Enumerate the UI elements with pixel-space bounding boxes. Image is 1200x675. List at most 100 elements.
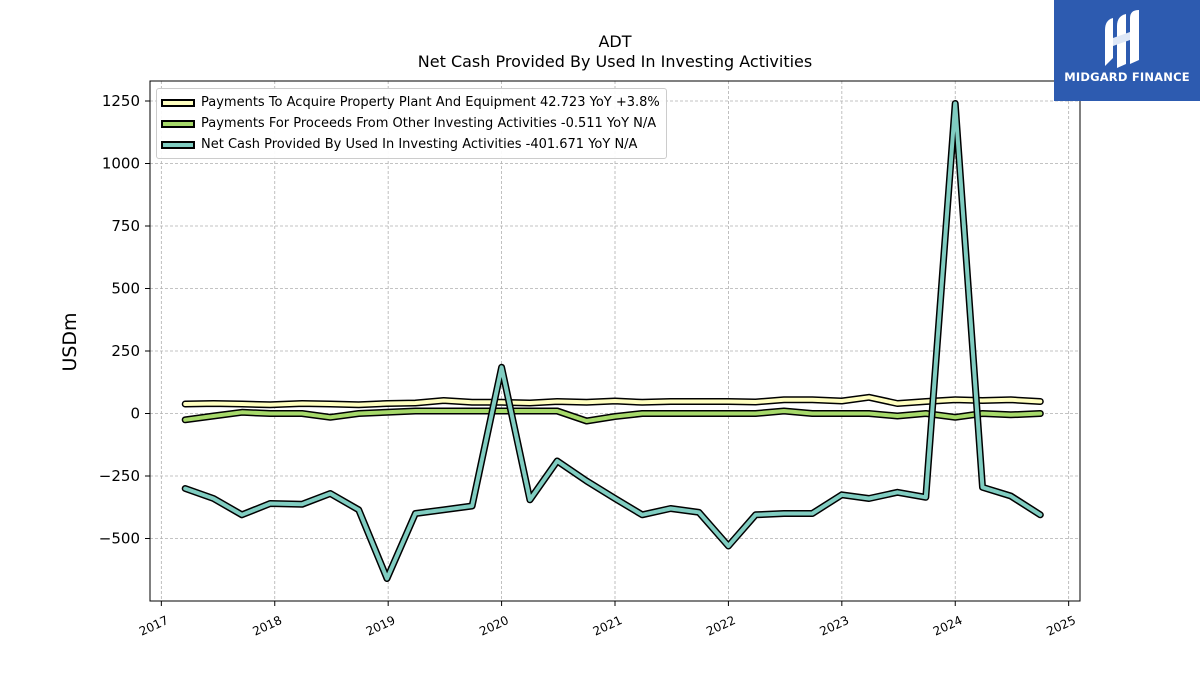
- series-point-1: [896, 415, 899, 417]
- y-tick-label: 750: [111, 217, 140, 235]
- series-point-0: [841, 400, 843, 402]
- series-point-2: [442, 509, 445, 511]
- series-point-0: [184, 403, 186, 405]
- series-point-0: [301, 402, 303, 405]
- series-point-2: [556, 460, 558, 462]
- series-point-1: [669, 412, 672, 415]
- axes: −500 −250 0 250 500 750 1000 1250 2017 2018 2019 20…: [99, 92, 1078, 639]
- series-point-0: [669, 400, 672, 403]
- series-point-0: [585, 401, 588, 404]
- series-point-1: [754, 412, 757, 415]
- series-point-2: [954, 102, 956, 105]
- series-point-1: [357, 412, 360, 415]
- series-point-2: [500, 366, 503, 369]
- series-point-0: [241, 403, 243, 405]
- series-point-1: [981, 412, 984, 415]
- y-tick-label: 250: [111, 342, 140, 360]
- series-point-0: [212, 402, 215, 405]
- series-point-0: [500, 401, 503, 404]
- series-point-1: [301, 412, 303, 415]
- series-point-0: [529, 402, 531, 404]
- series-point-0: [783, 399, 785, 401]
- series-point-0: [1010, 399, 1012, 401]
- legend-label-other-investing: Payments For Proceeds From Other Investi…: [201, 116, 657, 131]
- series-point-1: [529, 410, 531, 412]
- series-point-2: [269, 502, 272, 505]
- series-point-2: [585, 480, 588, 482]
- y-tick-label: 1000: [102, 155, 140, 173]
- series-point-1: [386, 411, 388, 414]
- y-tick-label: −500: [99, 530, 140, 548]
- series-point-2: [386, 577, 388, 580]
- series-layer: [181, 100, 1044, 582]
- series-point-1: [585, 420, 588, 422]
- series-point-1: [698, 412, 700, 415]
- grid-lines: [150, 81, 1080, 601]
- x-tick-label: 2025: [1044, 613, 1078, 639]
- legend-label-net-investing: Net Cash Provided By Used In Investing A…: [201, 137, 638, 152]
- series-point-2: [754, 514, 757, 516]
- series-point-0: [442, 399, 445, 402]
- series-point-1: [269, 412, 272, 415]
- series-point-1: [471, 410, 473, 412]
- series-point-1: [414, 410, 417, 412]
- series-point-2: [868, 497, 870, 500]
- series-point-1: [641, 412, 643, 415]
- series-point-2: [641, 514, 643, 516]
- midgard-m-logo-icon: [1105, 10, 1139, 68]
- series-point-1: [241, 411, 243, 414]
- legend-item-net-investing: Net Cash Provided By Used In Investing A…: [161, 134, 660, 155]
- series-point-2: [841, 494, 843, 496]
- x-tick-label: 2024: [931, 613, 965, 639]
- series-point-2: [669, 507, 672, 510]
- series-point-0: [811, 399, 814, 401]
- series-line-outline-2: [181, 100, 1044, 582]
- series-point-2: [471, 505, 473, 507]
- series-point-1: [556, 410, 558, 412]
- series-point-0: [981, 399, 984, 402]
- series-line-2: [183, 101, 1043, 581]
- series-point-1: [212, 415, 215, 417]
- series-point-1: [727, 412, 730, 415]
- series-point-2: [357, 509, 360, 511]
- series-point-0: [414, 402, 417, 404]
- series-point-1: [954, 416, 956, 419]
- series-point-2: [981, 486, 984, 489]
- y-tick-label: 0: [130, 405, 140, 423]
- series-point-0: [954, 399, 956, 401]
- x-tick-label: 2017: [137, 613, 171, 639]
- y-tick-label: 1250: [102, 92, 140, 110]
- series-point-2: [1010, 495, 1012, 497]
- series-point-2: [614, 497, 616, 500]
- x-tick-label: 2019: [364, 613, 398, 639]
- series-point-1: [1010, 414, 1012, 416]
- series-point-1: [868, 412, 870, 415]
- series-point-0: [329, 403, 332, 405]
- series-point-0: [471, 401, 473, 404]
- series-point-0: [641, 401, 643, 404]
- y-axis-label: USDm: [59, 312, 81, 371]
- series-point-1: [500, 410, 503, 412]
- chart-title: ADT: [598, 32, 632, 51]
- legend-label-capex: Payments To Acquire Property Plant And E…: [201, 95, 660, 110]
- series-point-0: [614, 400, 616, 402]
- legend-item-capex: Payments To Acquire Property Plant And E…: [161, 92, 660, 113]
- series-point-0: [1039, 400, 1042, 403]
- x-tick-label: 2018: [250, 613, 284, 639]
- series-point-1: [841, 412, 843, 415]
- series-point-2: [529, 499, 531, 501]
- series-point-2: [184, 487, 186, 490]
- series-point-2: [1039, 514, 1042, 516]
- series-point-2: [783, 512, 785, 515]
- legend-item-other-investing: Payments For Proceeds From Other Investi…: [161, 113, 660, 134]
- x-tick-label: 2022: [704, 613, 738, 639]
- series-point-2: [241, 514, 243, 516]
- series-point-2: [301, 503, 303, 506]
- series-point-0: [896, 402, 899, 405]
- series-point-1: [1039, 412, 1042, 415]
- legend-swatch-net-investing: [161, 140, 195, 149]
- series-point-1: [925, 412, 927, 415]
- series-point-0: [868, 396, 870, 399]
- x-tick-label: 2023: [817, 613, 851, 639]
